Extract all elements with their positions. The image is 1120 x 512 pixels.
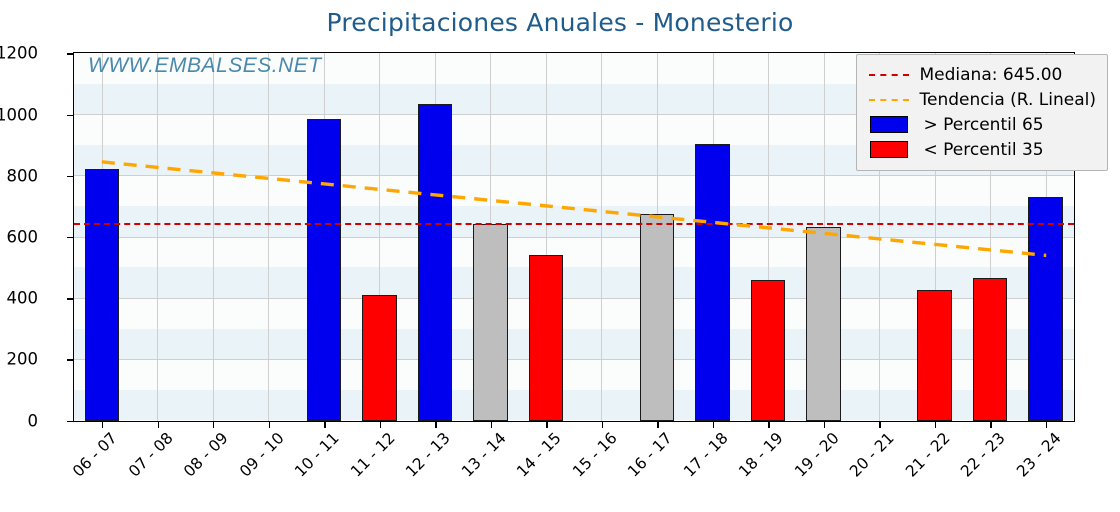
bar-18-19	[750, 280, 786, 421]
legend-item-percentil-35: < Percentil 35	[868, 137, 1097, 162]
y-tick-mark	[67, 420, 73, 423]
median-dash-icon	[868, 73, 910, 76]
x-tick-mark	[157, 422, 159, 428]
blue-swatch-icon	[868, 116, 910, 133]
bar-16-17	[639, 214, 675, 421]
median-line	[74, 222, 1074, 225]
y-tick-label: 200	[6, 349, 39, 369]
y-tick-mark	[67, 175, 73, 178]
x-tick-mark	[1045, 422, 1048, 428]
red-swatch-icon	[868, 141, 910, 158]
legend-label-median: Mediana: 645.00	[919, 64, 1063, 85]
bar-22-23	[972, 278, 1008, 421]
legend-item-median: Mediana: 645.00	[868, 62, 1097, 87]
x-tick-mark	[823, 422, 826, 428]
y-tick-label: 800	[6, 166, 39, 186]
y-tick-mark	[67, 114, 73, 116]
legend-label-percentil-35: < Percentil 35	[923, 139, 1044, 160]
bar-12-13	[417, 104, 453, 421]
y-tick-label: 1200	[0, 43, 38, 63]
y-tick-label: 400	[6, 288, 39, 308]
bar-14-15	[528, 255, 564, 421]
x-tick-mark	[879, 422, 881, 428]
x-tick-mark	[213, 422, 215, 428]
x-tick-mark	[657, 422, 659, 428]
x-tick-mark	[712, 422, 715, 428]
x-tick-mark	[379, 422, 382, 428]
legend-item-percentil-65: > Percentil 65	[868, 112, 1097, 137]
legend-label-percentil-65: > Percentil 65	[923, 114, 1044, 135]
y-tick-mark	[67, 359, 73, 361]
bar-23-24	[1028, 196, 1063, 421]
chart-root: Precipitaciones Anuales - Monesterio WWW…	[0, 8, 1108, 481]
bar-19-20	[806, 227, 841, 421]
y-tick-label: 1000	[0, 105, 38, 125]
legend-item-trend: Tendencia (R. Lineal)	[868, 87, 1097, 112]
y-tick-label: 0	[27, 411, 39, 431]
legend-label-trend: Tendencia (R. Lineal)	[919, 89, 1097, 110]
x-tick-mark	[934, 422, 937, 428]
bar-10-11	[306, 118, 342, 421]
bar-17-18	[695, 143, 730, 421]
trend-line	[101, 160, 1047, 258]
y-tick-mark	[67, 53, 73, 55]
trend-dash-icon	[868, 98, 910, 101]
x-tick-mark	[324, 422, 326, 428]
x-tick-mark	[490, 422, 493, 428]
bar-11-12	[362, 295, 397, 421]
x-tick-mark	[546, 422, 548, 428]
page-title: Precipitaciones Anuales - Monesterio	[326, 8, 794, 37]
y-tick-mark	[67, 237, 73, 239]
x-tick-mark	[601, 422, 604, 428]
x-tick-mark	[435, 422, 437, 428]
y-tick-mark	[67, 298, 73, 300]
bar-06-07	[84, 169, 119, 421]
bar-21-22	[917, 289, 952, 421]
y-tick-label: 600	[6, 227, 39, 247]
x-tick-mark	[990, 422, 992, 428]
legend: Mediana: 645.00 Tendencia (R. Lineal) > …	[855, 54, 1108, 171]
x-tick-mark	[102, 422, 104, 428]
x-tick-mark	[268, 422, 271, 428]
x-tick-mark	[768, 422, 770, 428]
